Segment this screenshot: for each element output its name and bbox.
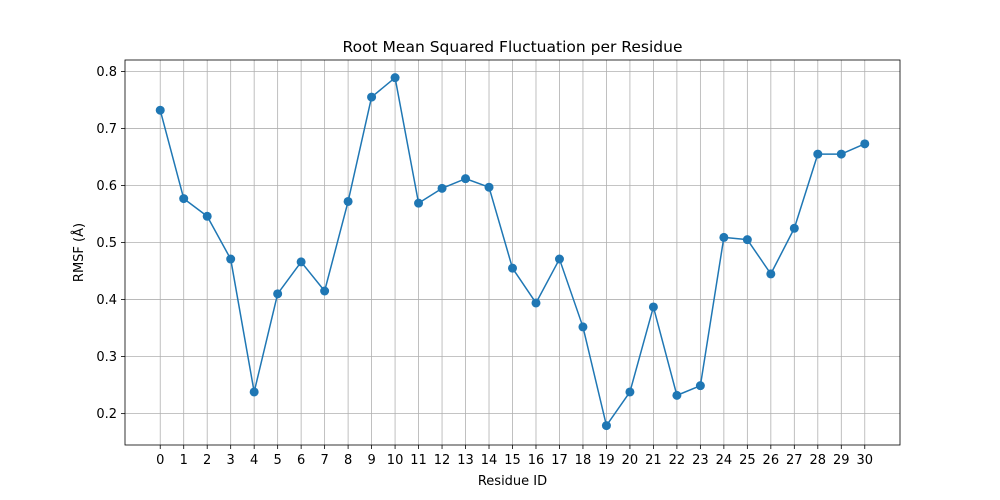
data-point — [390, 73, 400, 83]
data-point — [484, 182, 494, 192]
data-point — [179, 194, 189, 204]
data-point — [742, 235, 752, 245]
data-point — [367, 92, 377, 102]
data-point — [461, 174, 471, 184]
x-tick-label: 30 — [856, 453, 873, 468]
x-tick-label: 11 — [410, 453, 427, 468]
x-tick-label: 0 — [156, 453, 164, 468]
x-axis-label: Residue ID — [478, 474, 547, 489]
data-point — [766, 269, 776, 279]
x-tick-label: 19 — [598, 453, 615, 468]
x-tick-label: 24 — [716, 453, 733, 468]
y-tick-label: 0.3 — [96, 350, 117, 365]
data-point — [531, 298, 541, 308]
chart-title: Root Mean Squared Fluctuation per Residu… — [343, 38, 683, 56]
data-point — [578, 322, 588, 332]
x-tick-label: 20 — [622, 453, 639, 468]
data-point — [836, 149, 846, 159]
x-tick-label: 23 — [692, 453, 709, 468]
data-point — [437, 183, 447, 193]
x-tick-label: 21 — [645, 453, 662, 468]
x-tick-label: 7 — [320, 453, 328, 468]
x-tick-label: 1 — [180, 453, 188, 468]
x-tick-label: 9 — [367, 453, 375, 468]
x-tick-label: 5 — [274, 453, 282, 468]
y-tick-label: 0.6 — [96, 179, 117, 194]
data-point — [155, 105, 165, 115]
data-point — [860, 139, 870, 149]
x-tick-label: 4 — [250, 453, 258, 468]
y-tick-label: 0.4 — [96, 293, 117, 308]
data-point — [273, 289, 283, 299]
y-tick-label: 0.5 — [96, 236, 117, 251]
series-layer — [155, 73, 870, 431]
x-tick-label: 15 — [504, 453, 521, 468]
x-tick-label: 12 — [434, 453, 451, 468]
x-tick-label: 25 — [739, 453, 756, 468]
x-tick-label: 14 — [481, 453, 498, 468]
x-tick-label: 3 — [227, 453, 235, 468]
x-tick-label: 16 — [528, 453, 545, 468]
data-point — [813, 149, 823, 159]
data-point — [202, 211, 212, 221]
x-tick-label: 13 — [457, 453, 474, 468]
plot-area-frame — [124, 59, 901, 446]
x-tick-label: 22 — [669, 453, 686, 468]
data-point — [719, 232, 729, 242]
x-tick-label: 10 — [387, 453, 404, 468]
data-point — [508, 263, 517, 273]
x-tick-label: 28 — [810, 453, 827, 468]
data-point — [789, 223, 799, 233]
y-axis-ticks: 0.2 0.3 0.4 0.5 0.6 0.7 0.8 — [96, 65, 125, 422]
x-tick-label: 29 — [833, 453, 850, 468]
x-tick-label: 17 — [551, 453, 568, 468]
y-tick-label: 0.2 — [96, 407, 117, 422]
data-point — [296, 257, 306, 267]
data-point — [249, 387, 259, 397]
x-tick-label: 26 — [763, 453, 780, 468]
data-point — [672, 390, 682, 400]
x-axis-ticks: 0 1 2 3 4 5 6 7 8 9 10 11 12 13 14 15 16 17 18 19 20 21 22 23 24… — [156, 445, 873, 468]
data-point — [601, 421, 611, 431]
y-axis-label: RMSF (Å) — [71, 223, 87, 282]
data-point — [625, 387, 635, 397]
data-point — [320, 286, 330, 296]
grid — [125, 60, 900, 445]
y-tick-label: 0.8 — [96, 65, 117, 80]
data-point — [343, 196, 353, 206]
x-tick-label: 2 — [203, 453, 211, 468]
data-point — [648, 302, 658, 312]
y-tick-label: 0.7 — [96, 122, 117, 137]
x-tick-label: 6 — [297, 453, 305, 468]
x-tick-label: 27 — [786, 453, 803, 468]
data-point — [226, 254, 236, 264]
x-tick-label: 18 — [575, 453, 592, 468]
data-point — [414, 198, 424, 208]
x-tick-label: 8 — [344, 453, 352, 468]
data-point — [695, 381, 705, 391]
data-point — [554, 254, 564, 264]
